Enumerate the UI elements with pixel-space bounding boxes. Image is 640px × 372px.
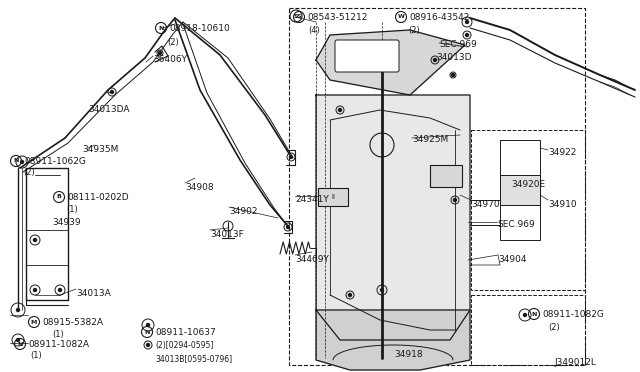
- Bar: [430, 165, 462, 187]
- Text: 08911-1082G: 08911-1082G: [542, 310, 604, 319]
- Bar: [500, 140, 540, 240]
- Circle shape: [289, 155, 292, 158]
- Text: (2): (2): [548, 323, 560, 332]
- Circle shape: [451, 74, 454, 77]
- Circle shape: [159, 51, 161, 55]
- Text: SEC.969: SEC.969: [439, 40, 477, 49]
- Polygon shape: [316, 95, 470, 340]
- Circle shape: [17, 308, 19, 311]
- Circle shape: [454, 199, 456, 202]
- Text: N: N: [158, 26, 164, 31]
- FancyBboxPatch shape: [335, 40, 399, 72]
- Circle shape: [33, 238, 36, 241]
- Text: 34918: 34918: [394, 350, 422, 359]
- Text: N: N: [144, 330, 150, 334]
- Text: 34939: 34939: [52, 218, 81, 227]
- Text: 34908: 34908: [185, 183, 214, 192]
- Circle shape: [287, 225, 289, 228]
- Circle shape: [381, 289, 383, 292]
- Text: B: B: [56, 195, 61, 199]
- Text: 34920E: 34920E: [511, 180, 545, 189]
- Circle shape: [349, 294, 351, 296]
- Text: 34013A: 34013A: [76, 289, 111, 298]
- Text: (1): (1): [30, 351, 42, 360]
- Text: 08911-1062G: 08911-1062G: [24, 157, 86, 166]
- Text: 34013B[0595-0796]: 34013B[0595-0796]: [155, 354, 232, 363]
- Text: 36406Y: 36406Y: [153, 55, 187, 64]
- Text: 24341Y: 24341Y: [295, 195, 329, 204]
- Circle shape: [465, 33, 468, 36]
- Text: 08911-10637: 08911-10637: [155, 328, 216, 337]
- Text: (1): (1): [52, 330, 64, 339]
- Text: 08918-10610: 08918-10610: [169, 24, 230, 33]
- Circle shape: [58, 289, 61, 292]
- Text: 08911-1082A: 08911-1082A: [28, 340, 89, 349]
- Text: (2): (2): [408, 26, 420, 35]
- Text: 34902: 34902: [229, 207, 257, 216]
- Circle shape: [20, 160, 24, 164]
- Circle shape: [147, 343, 150, 346]
- Text: 34013D: 34013D: [436, 53, 472, 62]
- Polygon shape: [316, 30, 465, 95]
- Circle shape: [147, 324, 150, 327]
- Bar: [289, 8, 585, 365]
- Circle shape: [465, 20, 468, 23]
- Text: J349012L: J349012L: [554, 358, 596, 367]
- Text: 08543-51212: 08543-51212: [307, 13, 367, 22]
- Text: 34013F: 34013F: [210, 230, 244, 239]
- Text: SEC.969: SEC.969: [497, 220, 535, 229]
- Circle shape: [33, 289, 36, 292]
- Text: (2): (2): [167, 38, 179, 47]
- Bar: [471, 130, 585, 290]
- Text: (2): (2): [23, 168, 35, 177]
- Text: 34970: 34970: [471, 200, 500, 209]
- Text: 08111-0202D: 08111-0202D: [67, 193, 129, 202]
- Circle shape: [339, 109, 342, 112]
- Text: (4): (4): [308, 26, 320, 35]
- Circle shape: [524, 314, 527, 317]
- Text: 34013DA: 34013DA: [88, 105, 129, 114]
- Text: N: N: [531, 311, 537, 317]
- Text: S: S: [294, 13, 298, 19]
- Circle shape: [111, 90, 113, 93]
- Bar: [471, 295, 585, 365]
- Bar: [500, 175, 540, 205]
- Text: 08916-43542: 08916-43542: [409, 13, 469, 22]
- Text: S: S: [297, 15, 301, 19]
- Text: 34910: 34910: [548, 200, 577, 209]
- Text: 34935M: 34935M: [82, 145, 118, 154]
- Text: (1): (1): [66, 205, 77, 214]
- Text: N: N: [13, 158, 19, 164]
- Text: N: N: [17, 341, 22, 346]
- Circle shape: [17, 339, 19, 341]
- Text: (2)[0294-0595]: (2)[0294-0595]: [155, 341, 213, 350]
- Text: 34922: 34922: [548, 148, 577, 157]
- Text: 34469Y: 34469Y: [295, 255, 329, 264]
- Text: 08915-5382A: 08915-5382A: [42, 318, 103, 327]
- Bar: [318, 188, 348, 206]
- Text: II: II: [331, 194, 335, 200]
- Circle shape: [433, 58, 436, 61]
- Text: 34925M: 34925M: [412, 135, 448, 144]
- Text: W: W: [397, 15, 404, 19]
- Text: M: M: [31, 320, 37, 324]
- Text: 34904: 34904: [498, 255, 527, 264]
- Polygon shape: [316, 310, 470, 370]
